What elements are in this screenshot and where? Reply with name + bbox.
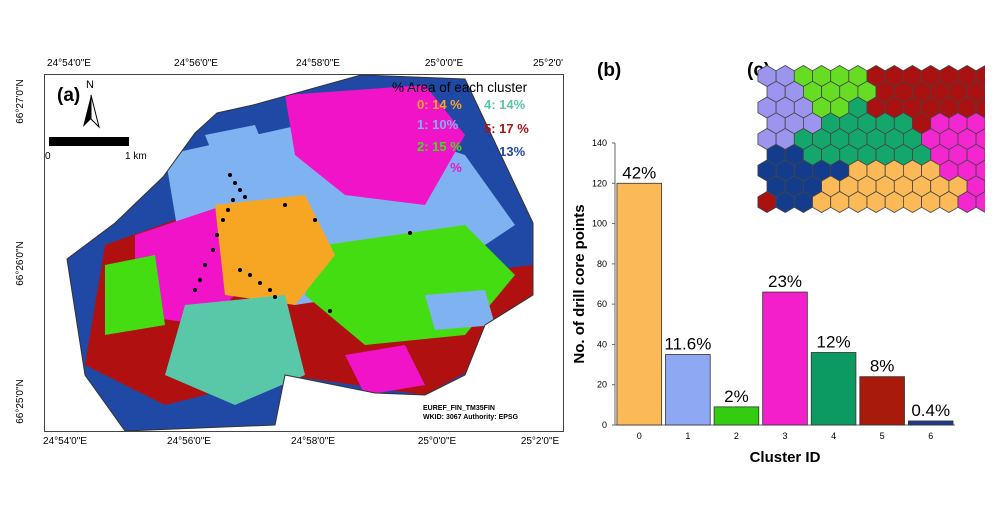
- legend-item: 1: 10%: [417, 117, 459, 132]
- bar-cluster-6: [907, 420, 954, 426]
- lat-tick: 66°25'0"N: [14, 379, 26, 424]
- scale-end: 1 km: [125, 151, 147, 162]
- north-letter: N: [86, 79, 94, 91]
- som-hex-cell: [975, 191, 985, 213]
- x-tick-label: 6: [928, 431, 933, 441]
- lon-tick-bottom: 25°2'0"E: [520, 436, 560, 447]
- bar-value-label: 23%: [768, 272, 802, 291]
- crs-note: EUREF_FIN_TM35FIN WKID: 3067 Authority: …: [423, 404, 518, 422]
- legend-item: 4: 14%: [484, 97, 526, 112]
- y-tick-label: 80: [597, 259, 607, 269]
- y-tick-label: 120: [592, 178, 607, 188]
- map-frame: (a) N 0 1 km: [44, 74, 564, 432]
- bar-value-label: 12%: [817, 332, 851, 351]
- legend-title: % Area of each cluster: [392, 80, 528, 95]
- y-tick-label: 140: [592, 138, 607, 148]
- legend-item: 5: 17 %: [484, 121, 529, 136]
- bar-value-label: 8%: [870, 357, 895, 376]
- bar-value-label: 2%: [724, 387, 749, 406]
- y-axis-title: No. of drill core points: [571, 204, 588, 363]
- crs-line-1: EUREF_FIN_TM35FIN: [423, 405, 495, 412]
- lon-tick-top: 25°0'0"E: [424, 58, 464, 69]
- lon-tick-bottom: 25°0'0"E: [417, 436, 457, 447]
- bar-cluster-2: [713, 406, 760, 426]
- bar-cluster-5: [859, 376, 905, 426]
- lat-tick: 66°26'0"N: [14, 241, 26, 286]
- x-tick-label: 5: [880, 431, 885, 441]
- lon-tick-top: 24°54'0"E: [47, 58, 91, 69]
- bar-value-label: 0.4%: [911, 401, 950, 420]
- bar-value-label: 42%: [622, 163, 656, 182]
- x-tick-label: 0: [637, 431, 642, 441]
- som-hex-cell: [975, 65, 985, 87]
- lon-tick-top: 24°58'0"E: [296, 58, 340, 69]
- crs-line-2: WKID: 3067 Authority: EPSG: [423, 414, 519, 421]
- legend-item: 3: 17 %: [417, 160, 462, 175]
- bar-cluster-1: [665, 354, 711, 426]
- lon-tick-bottom: 24°58'0"E: [291, 436, 335, 447]
- y-tick-label: 100: [592, 219, 607, 229]
- x-tick-label: 1: [685, 431, 690, 441]
- x-tick-label: 4: [831, 431, 836, 441]
- panel-label-a: (a): [57, 85, 81, 106]
- lon-tick-top: 24°56'0"E: [174, 58, 218, 69]
- legend-item: 0: 14 %: [417, 97, 462, 112]
- scale-start: 0: [45, 151, 51, 162]
- drill-core-bar-chart: 0 20 40 60 80 100 120 140 0 42% 1 11.6% 2 2% 3 23% 4 12% 5…: [571, 138, 955, 466]
- lon-tick-bottom: 24°54'0"E: [43, 436, 87, 447]
- x-tick-label: 2: [734, 431, 739, 441]
- legend-item: 6: 13%: [484, 144, 526, 159]
- legend-item: 2: 15 %: [417, 139, 462, 154]
- y-tick-label: 40: [597, 339, 607, 349]
- som-hex-grid: [757, 65, 985, 213]
- y-tick-label: 60: [597, 299, 607, 309]
- lon-tick-top: 25°2'0': [532, 58, 564, 69]
- som-hex-cell: [975, 96, 985, 119]
- som-hex-cell: [975, 128, 985, 150]
- cluster-map: [66, 75, 534, 431]
- bar-cluster-4: [810, 352, 857, 426]
- bar-value-label: 11.6%: [664, 335, 711, 354]
- lon-tick-bottom: 24°56'0"E: [167, 436, 211, 447]
- drill-core-points: [193, 173, 412, 313]
- bar-cluster-0: [616, 182, 663, 426]
- lat-tick: 66°27'0"N: [14, 79, 26, 124]
- x-tick-label: 3: [782, 431, 787, 441]
- y-tick-label: 20: [597, 380, 607, 390]
- panel-label-b: (b): [597, 60, 622, 81]
- bar-cluster-3: [762, 291, 808, 426]
- som-hex-cell: [975, 159, 985, 182]
- y-tick-label: 0: [602, 420, 607, 430]
- x-axis-title: Cluster ID: [750, 449, 821, 466]
